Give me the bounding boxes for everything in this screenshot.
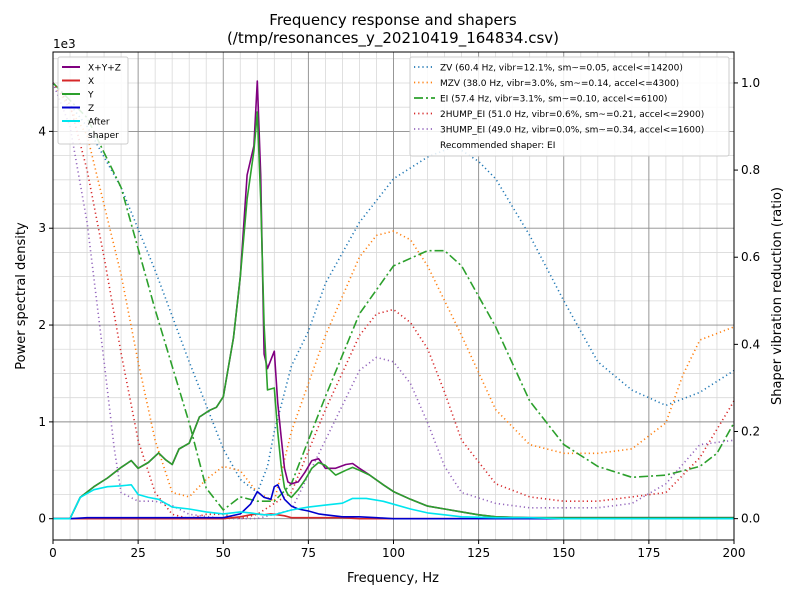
legend-psd-label: shaper bbox=[88, 131, 119, 141]
shaper-curve bbox=[52, 82, 735, 503]
y2-tick-label: 0.0 bbox=[741, 512, 760, 526]
legend-recommended-shaper: Recommended shaper: EI bbox=[440, 141, 555, 151]
y-tick-label: 1 bbox=[38, 415, 46, 429]
shaper-curve bbox=[52, 82, 735, 520]
x-tick-label: 100 bbox=[382, 546, 405, 560]
chart-title: Frequency response and shapers bbox=[269, 11, 517, 29]
legend-shaper-label: 2HUMP_EI (51.0 Hz, vibr=0.6%, sm~=0.21, … bbox=[440, 110, 704, 120]
y2-tick-label: 0.8 bbox=[741, 163, 760, 177]
legend-shaper-label: ZV (60.4 Hz, vibr=12.1%, sm~=0.05, accel… bbox=[440, 64, 683, 74]
shaper-curve bbox=[52, 82, 735, 520]
psd-curve bbox=[53, 484, 734, 520]
legend-psd-label: Y bbox=[87, 91, 94, 101]
x-tick-label: 25 bbox=[130, 546, 145, 560]
psd-curve bbox=[53, 484, 734, 520]
y2-tick-label: 0.6 bbox=[741, 250, 760, 264]
x-tick-label: 75 bbox=[301, 546, 316, 560]
legend-psd-label: X bbox=[88, 77, 94, 87]
shaper-curve bbox=[52, 82, 735, 512]
y2-axis-label: Shaper vibration reduction (ratio) bbox=[770, 187, 785, 405]
y-tick-label: 4 bbox=[38, 124, 46, 138]
series-layer bbox=[52, 80, 735, 520]
legend-shapers-box bbox=[409, 56, 730, 157]
x-tick-label: 200 bbox=[723, 546, 746, 560]
y2-tick-label: 1.0 bbox=[741, 76, 760, 90]
x-tick-label: 50 bbox=[216, 546, 231, 560]
legend-shaper-label: EI (57.4 Hz, vibr=3.1%, sm~=0.10, accel<… bbox=[440, 95, 667, 105]
x-tick-label: 0 bbox=[49, 546, 57, 560]
legend-psd-label: Z bbox=[88, 104, 94, 114]
y2-tick-label: 0.2 bbox=[741, 425, 760, 439]
y-tick-label: 3 bbox=[38, 221, 46, 235]
psd-curve bbox=[53, 111, 734, 520]
x-tick-label: 125 bbox=[467, 546, 490, 560]
legend-psd-label: After bbox=[88, 118, 110, 128]
y-multiplier-label: 1e3 bbox=[53, 37, 76, 51]
y-axis-label: Power spectral density bbox=[14, 222, 29, 370]
x-tick-label: 150 bbox=[552, 546, 575, 560]
chart-subtitle: (/tmp/resonances_y_20210419_164834.csv) bbox=[227, 29, 559, 48]
legend-shaper-label: MZV (38.0 Hz, vibr=3.0%, sm~=0.14, accel… bbox=[440, 79, 679, 89]
shaper-curve bbox=[52, 82, 735, 494]
legend-shaper-label: 3HUMP_EI (49.0 Hz, vibr=0.0%, sm~=0.34, … bbox=[440, 126, 704, 136]
legend-psd-box bbox=[57, 56, 129, 145]
y2-tick-label: 0.4 bbox=[741, 337, 760, 351]
legend-psd: X+Y+Z XYZ After shaper bbox=[57, 56, 129, 145]
x-tick-label: 175 bbox=[637, 546, 660, 560]
tick-layer: 0 25 50 75 100 125 150 175 200 0 1 2 3 4 0.0 0.2 0.4 0.6 0… bbox=[38, 76, 760, 560]
y-tick-label: 0 bbox=[38, 512, 46, 526]
y-tick-label: 2 bbox=[38, 318, 46, 332]
legend-psd-label: X+Y+Z bbox=[88, 64, 121, 74]
x-axis-label: Frequency, Hz bbox=[347, 571, 439, 586]
legend-shapers: ZV (60.4 Hz, vibr=12.1%, sm~=0.05, accel… bbox=[409, 56, 730, 157]
